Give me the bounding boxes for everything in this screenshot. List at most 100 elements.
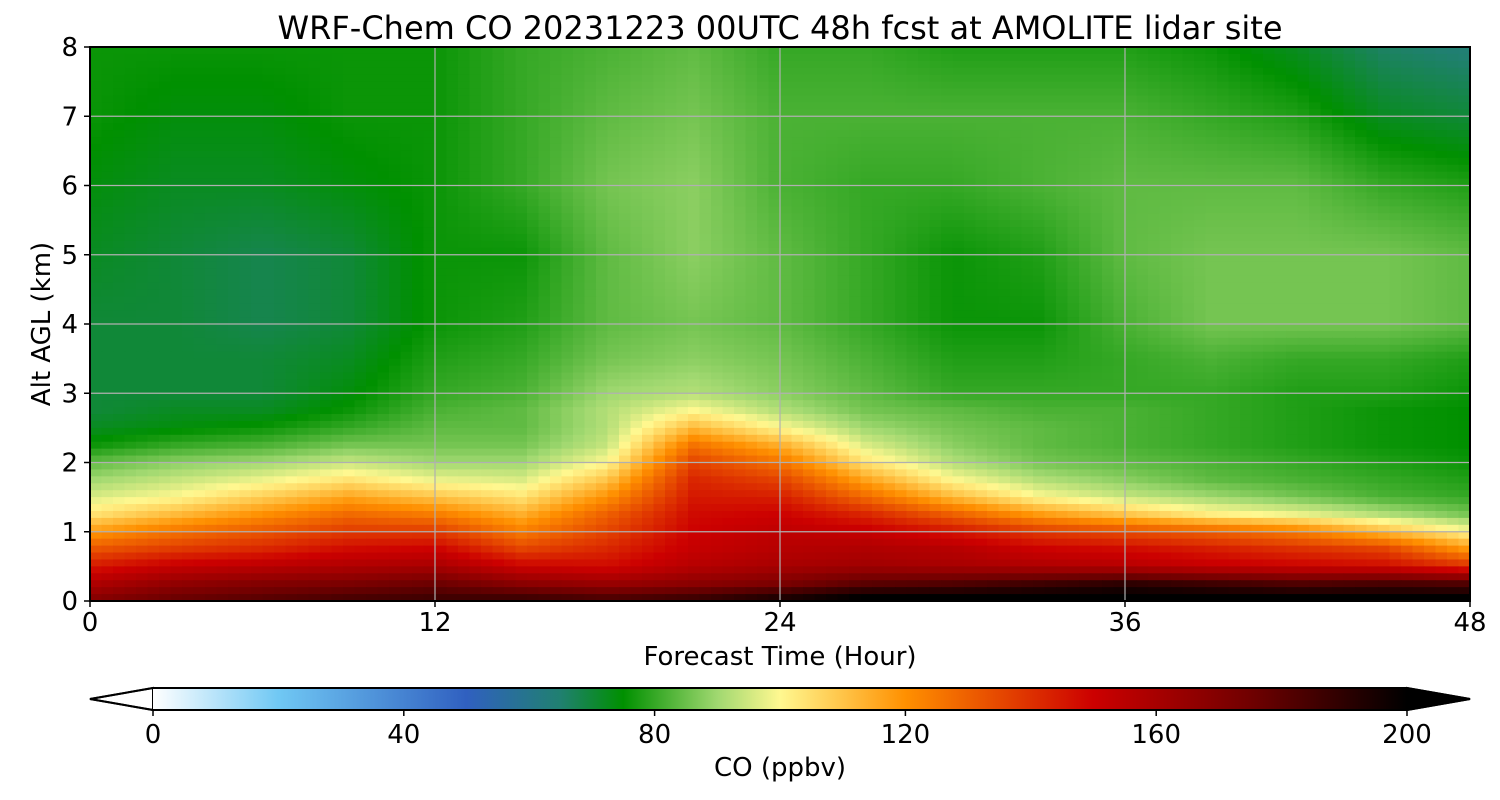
- heatmap-cell: [205, 178, 218, 187]
- heatmap-cell: [515, 324, 528, 332]
- heatmap-cell: [929, 137, 942, 145]
- heatmap-cell: [216, 261, 229, 270]
- heatmap-cell: [124, 74, 137, 83]
- heatmap-cell: [1148, 60, 1161, 69]
- heatmap-cell: [1263, 192, 1276, 200]
- heatmap-cell: [653, 150, 666, 159]
- heatmap-cell: [1148, 275, 1161, 284]
- heatmap-cell: [1378, 95, 1391, 103]
- heatmap-cell: [768, 240, 781, 249]
- heatmap-cell: [895, 282, 908, 290]
- heatmap-cell: [1010, 324, 1023, 332]
- heatmap-cell: [205, 67, 218, 76]
- heatmap-cell: [239, 171, 252, 180]
- heatmap-cell: [251, 95, 264, 103]
- heatmap-cell: [711, 324, 724, 332]
- heatmap-cell: [1171, 53, 1184, 62]
- heatmap-cell: [308, 157, 321, 166]
- heatmap-cell: [1320, 296, 1333, 304]
- heatmap-cell: [722, 53, 735, 62]
- heatmap-cell: [159, 303, 172, 311]
- heatmap-cell: [826, 74, 839, 83]
- heatmap-cell: [1113, 324, 1126, 332]
- heatmap-cell: [1332, 240, 1345, 249]
- heatmap-cell: [1159, 171, 1172, 180]
- heatmap-cell: [1079, 150, 1092, 159]
- heatmap-cell: [228, 109, 241, 117]
- heatmap-cell: [883, 324, 896, 332]
- heatmap-cell: [607, 88, 620, 97]
- heatmap-cell: [136, 88, 149, 97]
- heatmap-cell: [757, 116, 770, 124]
- heatmap-cell: [1435, 74, 1448, 83]
- heatmap-cell: [124, 275, 137, 284]
- heatmap-cell: [584, 240, 597, 249]
- heatmap-cell: [860, 227, 873, 235]
- heatmap-cell: [1286, 261, 1299, 270]
- heatmap-cell: [504, 130, 517, 138]
- heatmap-cell: [1205, 192, 1218, 200]
- heatmap-cell: [320, 310, 333, 318]
- heatmap-cell: [1424, 178, 1437, 187]
- heatmap-cell: [883, 275, 896, 284]
- heatmap-cell: [561, 330, 574, 339]
- heatmap-cell: [918, 130, 931, 138]
- heatmap-cell: [469, 47, 482, 55]
- heatmap-cell: [366, 143, 379, 152]
- heatmap-cell: [837, 130, 850, 138]
- heatmap-cell: [1125, 199, 1138, 207]
- heatmap-cell: [1205, 296, 1218, 304]
- heatmap-cell: [308, 171, 321, 180]
- heatmap-cell: [1010, 275, 1023, 284]
- heatmap-cell: [665, 324, 678, 332]
- heatmap-cell: [791, 130, 804, 138]
- heatmap-cell: [377, 95, 390, 103]
- heatmap-cell: [1079, 213, 1092, 221]
- heatmap-cell: [113, 199, 126, 207]
- heatmap-cell: [745, 206, 758, 214]
- heatmap-cell: [159, 95, 172, 103]
- heatmap-cell: [446, 261, 459, 270]
- heatmap-cell: [883, 171, 896, 180]
- heatmap-cell: [918, 310, 931, 318]
- heatmap-cell: [964, 275, 977, 284]
- heatmap-cell: [1274, 164, 1287, 173]
- heatmap-cell: [1447, 81, 1460, 90]
- heatmap-cell: [1447, 109, 1460, 117]
- heatmap-cell: [343, 192, 356, 200]
- heatmap-cell: [1263, 233, 1276, 242]
- heatmap-cell: [550, 247, 563, 256]
- heatmap-cell: [642, 324, 655, 332]
- heatmap-cell: [711, 227, 724, 235]
- heatmap-cell: [1378, 67, 1391, 76]
- heatmap-cell: [1079, 53, 1092, 62]
- heatmap-cell: [1136, 261, 1149, 270]
- heatmap-cell: [504, 247, 517, 256]
- heatmap-cell: [1297, 171, 1310, 180]
- heatmap-cell: [780, 199, 793, 207]
- heatmap-cell: [1102, 240, 1115, 249]
- heatmap-cell: [285, 67, 298, 76]
- heatmap-cell: [1297, 123, 1310, 131]
- heatmap-cell: [653, 109, 666, 117]
- heatmap-cell: [745, 53, 758, 62]
- heatmap-cell: [906, 60, 919, 69]
- heatmap-cell: [124, 330, 137, 339]
- heatmap-cell: [113, 220, 126, 228]
- heatmap-cell: [481, 164, 494, 173]
- heatmap-cell: [1079, 47, 1092, 55]
- heatmap-cell: [607, 233, 620, 242]
- heatmap-cell: [906, 47, 919, 55]
- heatmap-cell: [975, 261, 988, 270]
- heatmap-cell: [791, 330, 804, 339]
- heatmap-cell: [895, 303, 908, 311]
- heatmap-cell: [849, 157, 862, 166]
- heatmap-cell: [1309, 310, 1322, 318]
- heatmap-cell: [596, 254, 609, 263]
- heatmap-cell: [573, 310, 586, 318]
- heatmap-cell: [676, 213, 689, 221]
- heatmap-cell: [791, 240, 804, 249]
- heatmap-cell: [239, 289, 252, 297]
- heatmap-cell: [228, 303, 241, 311]
- heatmap-cell: [998, 102, 1011, 110]
